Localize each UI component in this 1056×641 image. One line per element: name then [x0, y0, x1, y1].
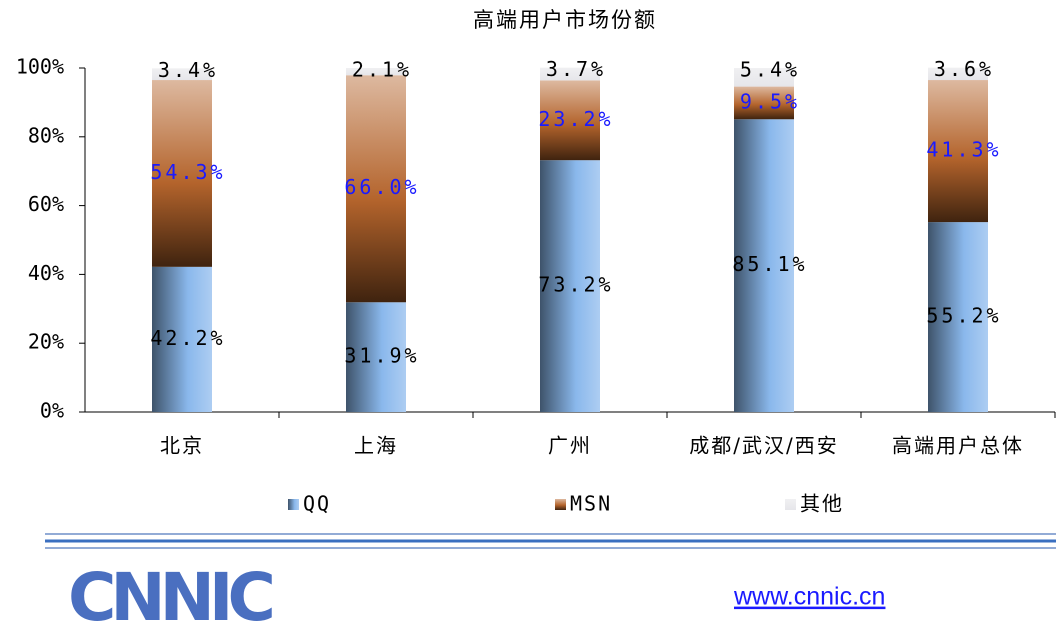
- value-label: 2.1%: [352, 58, 412, 82]
- bar-segment: [928, 67, 988, 81]
- bar-segment: [152, 68, 212, 81]
- y-tick-label: 80%: [28, 123, 64, 147]
- bar-segment: [540, 67, 600, 81]
- value-label: 85.1%: [732, 252, 807, 276]
- bar-segment: [152, 266, 212, 412]
- bar-segment: [346, 68, 406, 76]
- bar-segment: [734, 68, 794, 87]
- url-link[interactable]: www.cnnic.cn: [733, 583, 885, 611]
- value-label: 42.2%: [150, 326, 225, 350]
- value-label: 41.3%: [926, 138, 1001, 162]
- x-tick-label: 高端用户总体: [892, 434, 1024, 458]
- value-label: 3.6%: [934, 57, 994, 81]
- chart-title: 高端用户市场份额: [473, 8, 657, 32]
- legend-swatch: [555, 499, 566, 510]
- bar-segment: [734, 86, 794, 120]
- value-label: 31.9%: [344, 344, 419, 368]
- bar-segment: [928, 80, 988, 223]
- value-label: 23.2%: [538, 107, 613, 131]
- separator: [45, 533, 1056, 549]
- legend-swatch: [288, 499, 299, 510]
- value-label: 9.5%: [740, 89, 800, 113]
- legend-swatch: [785, 499, 796, 510]
- bar-segment: [928, 222, 988, 412]
- value-label: 73.2%: [538, 273, 613, 297]
- y-tick-label: 40%: [28, 261, 64, 285]
- x-tick-label: 成都/武汉/西安: [689, 434, 838, 458]
- value-label: 66.0%: [344, 175, 419, 199]
- value-label: 5.4%: [740, 58, 800, 82]
- y-tick-label: 100%: [16, 55, 64, 79]
- value-label: 55.2%: [926, 304, 1001, 328]
- value-label: 54.3%: [150, 160, 225, 184]
- url[interactable]: www.cnnic.cn: [733, 583, 885, 611]
- value-label: 3.7%: [546, 57, 606, 81]
- bar-segment: [346, 75, 406, 303]
- legend-label: QQ: [303, 492, 331, 516]
- x-tick-label: 广州: [548, 434, 592, 458]
- y-tick-label: 60%: [28, 192, 64, 216]
- bar-segment: [540, 80, 600, 161]
- bar-segment: [346, 302, 406, 412]
- bar-segment: [734, 119, 794, 413]
- bar-segment: [152, 80, 212, 267]
- logo: CNNIC: [68, 559, 272, 636]
- y-tick-label: 0%: [40, 399, 64, 423]
- x-tick-label: 上海: [354, 434, 398, 458]
- value-label: 3.4%: [158, 58, 218, 82]
- x-tick-label: 北京: [160, 434, 204, 458]
- y-tick-label: 20%: [28, 330, 64, 354]
- legend-label: MSN: [570, 492, 612, 516]
- bar-segment: [540, 160, 600, 412]
- legend-label: 其他: [800, 492, 844, 516]
